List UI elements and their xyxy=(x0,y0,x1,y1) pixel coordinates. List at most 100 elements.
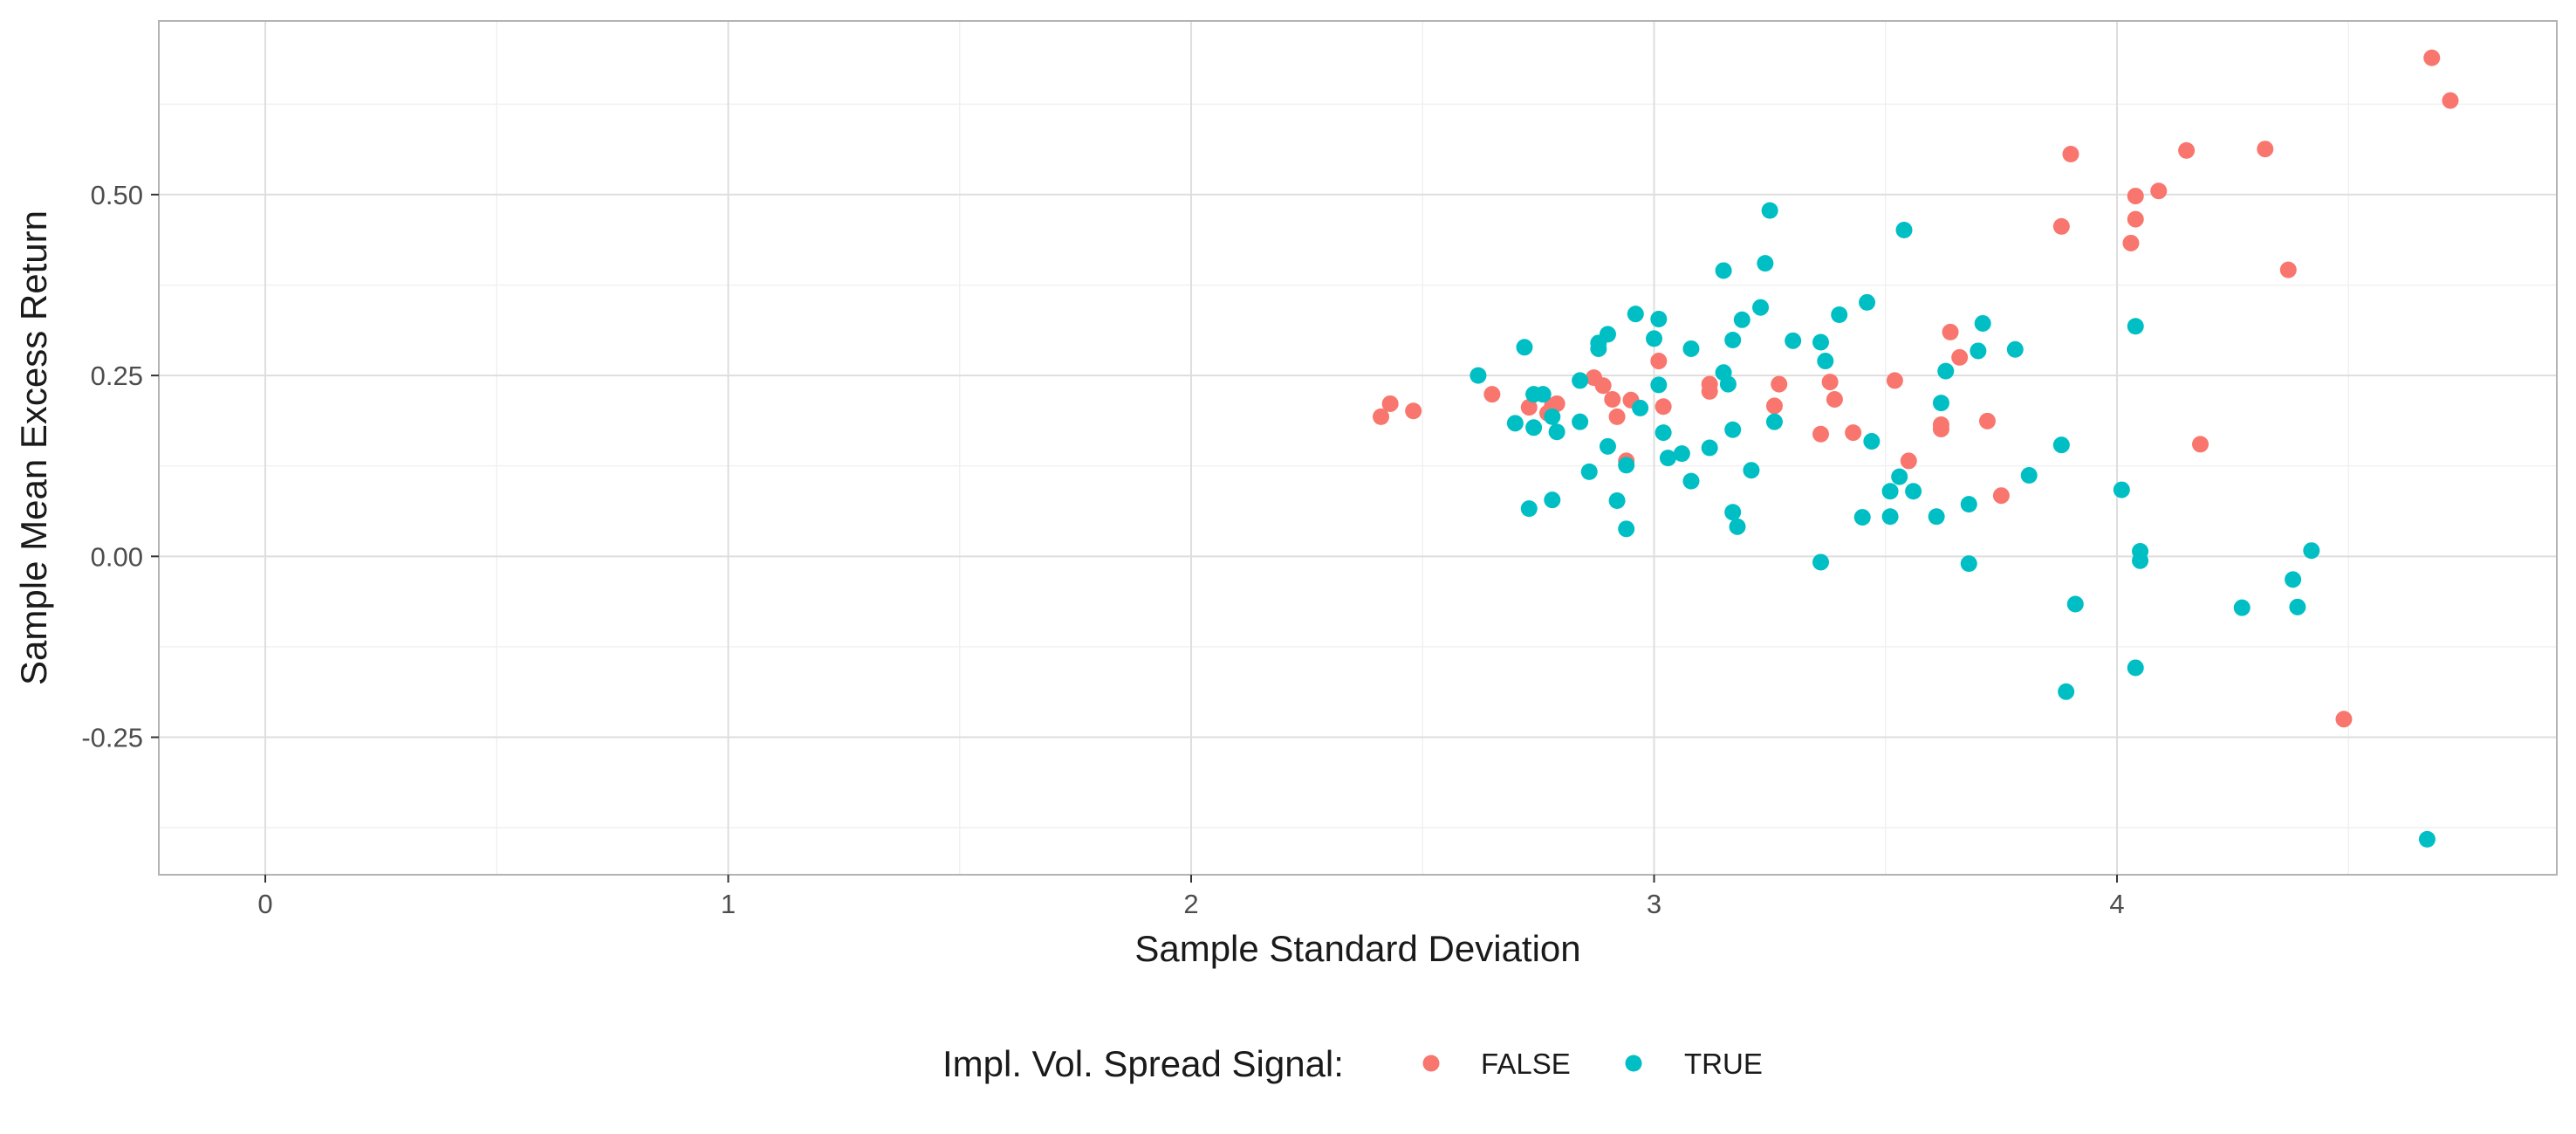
legend-label-true: TRUE xyxy=(1684,1048,1763,1080)
point-true xyxy=(2289,598,2306,615)
point-true xyxy=(1599,326,1616,343)
point-true xyxy=(1895,222,1913,239)
legend-key-true xyxy=(1625,1055,1642,1072)
point-false xyxy=(1771,375,1788,393)
point-true xyxy=(2066,595,2084,613)
point-false xyxy=(1594,377,1612,395)
point-true xyxy=(1715,262,1732,279)
point-false xyxy=(2150,182,2168,200)
point-true xyxy=(2233,599,2251,616)
point-true xyxy=(1544,408,1561,425)
point-true xyxy=(1655,424,1672,442)
point-false xyxy=(1978,412,1996,430)
point-true xyxy=(1960,555,1977,573)
point-false xyxy=(2257,141,2274,158)
point-true xyxy=(1632,399,1649,416)
point-false xyxy=(1886,372,1903,389)
point-true xyxy=(1928,508,1945,526)
point-false xyxy=(2127,210,2144,228)
point-true xyxy=(1516,339,1533,356)
point-true xyxy=(1525,419,1543,436)
point-true xyxy=(1932,395,1949,412)
point-true xyxy=(1974,314,1991,332)
point-true xyxy=(1719,375,1737,393)
point-true xyxy=(1970,342,1987,360)
point-true xyxy=(1937,362,1955,380)
point-false xyxy=(1483,386,1501,403)
legend-label-false: FALSE xyxy=(1481,1048,1571,1080)
point-true xyxy=(1863,433,1881,450)
point-true xyxy=(1618,457,1635,474)
point-false xyxy=(2178,141,2196,159)
point-true xyxy=(1572,372,1589,389)
point-false xyxy=(1405,402,1422,420)
point-false xyxy=(2442,92,2459,109)
point-false xyxy=(1812,425,1830,443)
point-true xyxy=(2006,340,2024,358)
minor-gridlines xyxy=(159,21,2557,875)
point-true xyxy=(1817,353,1834,370)
point-false xyxy=(1373,408,1390,425)
point-false xyxy=(1992,487,2010,505)
point-false xyxy=(1821,374,1839,391)
point-true xyxy=(1650,376,1668,394)
data-points xyxy=(1373,49,2459,848)
point-false xyxy=(2122,234,2140,251)
point-false xyxy=(2052,217,2070,235)
point-false xyxy=(2062,146,2079,163)
point-true xyxy=(1534,386,1552,403)
legend: Impl. Vol. Spread Signal: FALSE TRUE xyxy=(942,1043,1763,1084)
point-false xyxy=(1608,408,1626,425)
point-true xyxy=(1520,500,1538,518)
point-true xyxy=(1891,468,1908,485)
point-false xyxy=(1951,348,1969,366)
point-false xyxy=(1942,323,1959,340)
point-false xyxy=(1932,420,1949,437)
point-true xyxy=(1831,306,1848,323)
point-true xyxy=(1618,520,1635,538)
point-true xyxy=(1724,421,1742,438)
point-true xyxy=(1761,202,1778,219)
point-true xyxy=(1701,439,1718,457)
point-true xyxy=(1765,413,1783,430)
y-tick-label: 0.25 xyxy=(91,361,143,391)
point-true xyxy=(1812,553,1830,571)
point-true xyxy=(2285,571,2302,588)
point-true xyxy=(1544,491,1561,509)
point-false xyxy=(1826,390,1843,408)
point-true xyxy=(2303,542,2320,560)
point-true xyxy=(1590,340,1607,357)
point-true xyxy=(2127,659,2144,677)
x-axis-ticks: 0 1 2 3 4 xyxy=(257,875,2125,919)
point-true xyxy=(1881,508,1899,526)
legend-items: FALSE TRUE xyxy=(1422,1048,1763,1080)
x-tick-label: 0 xyxy=(257,889,272,919)
point-true xyxy=(1757,255,1774,272)
point-true xyxy=(2020,466,2038,484)
point-true xyxy=(1743,462,1760,479)
point-true xyxy=(1960,496,1977,513)
point-false xyxy=(1650,353,1668,370)
point-true xyxy=(1599,437,1616,455)
point-false xyxy=(2192,436,2209,453)
point-true xyxy=(1627,306,1644,323)
point-false xyxy=(1548,395,1565,412)
point-true xyxy=(1812,333,1830,351)
point-true xyxy=(1673,445,1690,463)
point-false xyxy=(1765,397,1783,415)
point-true xyxy=(1905,483,1922,500)
y-axis-title: Sample Mean Excess Return xyxy=(13,210,54,685)
y-tick-label: 0.50 xyxy=(91,180,143,210)
point-true xyxy=(2113,481,2130,498)
x-tick-label: 2 xyxy=(1183,889,1198,919)
point-false xyxy=(2127,188,2144,205)
x-tick-label: 1 xyxy=(721,889,736,919)
x-axis-title: Sample Standard Deviation xyxy=(1134,928,1580,969)
point-false xyxy=(1701,382,1718,400)
point-true xyxy=(1682,472,1700,490)
point-false xyxy=(2279,261,2297,278)
point-true xyxy=(2132,552,2149,569)
point-true xyxy=(1853,509,1871,526)
point-false xyxy=(2423,49,2441,66)
point-true xyxy=(1646,330,1663,347)
